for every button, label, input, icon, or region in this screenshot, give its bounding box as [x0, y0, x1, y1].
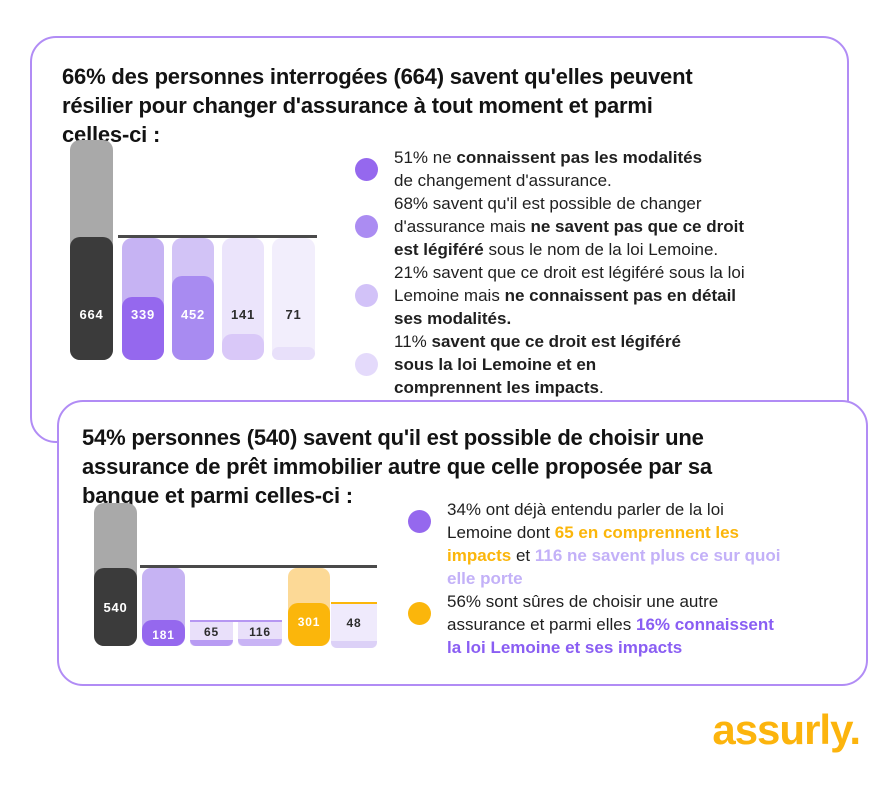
chart1-bar-71: 71: [272, 238, 315, 360]
bullet-item: 11% savent que ce droit est légiféré sou…: [355, 330, 837, 399]
chart2-bar-301-fill: [288, 603, 330, 646]
chart1-bar-452: 452: [172, 238, 214, 360]
chart1-label-452: 452: [180, 307, 206, 322]
bullet-text: 21% savent que ce droit est légiféré sou…: [394, 263, 745, 328]
chart2-label-540: 540: [103, 600, 128, 615]
bullet-text: 34% ont déjà entendu parler de la loi Le…: [447, 500, 781, 588]
chart2-bar-301: 301: [288, 568, 330, 646]
card-resiliation: [30, 36, 849, 443]
chart2-label-301: 301: [297, 615, 321, 629]
chart1-label-664: 664: [79, 307, 104, 322]
chart2-bar-48-strip: [331, 641, 377, 648]
card2-title: 54% personnes (540) savent qu'il est pos…: [82, 425, 712, 508]
chart1-label-339: 339: [130, 307, 156, 322]
chart1-bar-141: 141: [222, 238, 264, 360]
bullet-dot: [355, 353, 378, 376]
chart2-bar-181: 181: [142, 568, 185, 646]
chart2-bar-116-strip: [238, 639, 282, 646]
card2-bullets: 34% ont déjà entendu parler de la loi Le…: [408, 498, 860, 659]
chart2-baseline: [140, 565, 377, 568]
chart1-bar-total-fill: [70, 237, 113, 360]
bullet-dot: [355, 157, 378, 181]
chart1-bar-total: 664: [70, 140, 113, 360]
bullet-item: 56% sont sûres de choisir une autre assu…: [408, 590, 860, 659]
chart2-bar-total-fill: [94, 568, 137, 646]
chart2-bar-total: 540: [94, 503, 137, 646]
chart1-bar-339: 339: [122, 238, 164, 360]
bullet-text: 51% ne connaissent pas les modalités de …: [394, 148, 703, 190]
bullet-item: 51% ne connaissent pas les modalités de …: [355, 146, 837, 192]
chart1-bar-452-fill: [172, 276, 214, 360]
chart1-baseline: [118, 235, 317, 238]
chart1-bar-71-fill: [272, 347, 315, 360]
chart2-label-48: 48: [346, 616, 362, 630]
chart1-bar-339-fill: [122, 297, 164, 360]
chart2-bar-48: 48: [331, 602, 377, 648]
chart1-label-71: 71: [285, 307, 302, 322]
chart1-label-141: 141: [230, 307, 256, 322]
bullet-text: 56% sont sûres de choisir une autre assu…: [447, 592, 774, 657]
chart2-label-116: 116: [249, 625, 271, 639]
chart2-label-65: 65: [204, 625, 219, 639]
bullet-item: 34% ont déjà entendu parler de la loi Le…: [408, 498, 860, 590]
card1-bullets: 51% ne connaissent pas les modalités de …: [355, 146, 837, 399]
card1-title: 66% des personnes interrogées (664) save…: [62, 64, 693, 147]
bullet-dot: [355, 215, 378, 238]
chart2-bar-116: 116: [238, 622, 282, 646]
bullet-dot: [408, 510, 431, 533]
bullet-dot: [408, 602, 431, 625]
bullet-dot: [355, 284, 378, 307]
bullet-text: 11% savent que ce droit est légiféré sou…: [394, 332, 681, 397]
chart2-label-181: 181: [152, 628, 175, 642]
chart2-bar-181-fill: [142, 620, 185, 646]
assurly-logo: assurly.: [712, 706, 861, 753]
chart2-subset-bracket-181: 65 116: [190, 620, 282, 648]
bullet-item: 68% savent qu'il est possible de changer…: [355, 192, 837, 261]
bullet-text: 68% savent qu'il est possible de changer…: [394, 194, 744, 259]
chart2-bar-65-strip: [190, 640, 233, 646]
chart1-bar-141-fill: [222, 334, 264, 360]
bullet-item: 21% savent que ce droit est légiféré sou…: [355, 261, 837, 330]
chart2-bar-65: 65: [190, 622, 233, 646]
